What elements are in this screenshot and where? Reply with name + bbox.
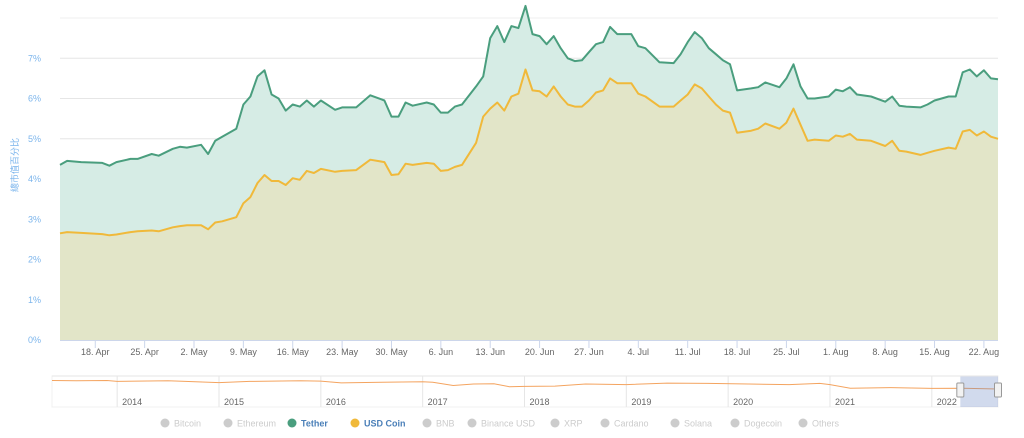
- legend-item-others[interactable]: Others: [798, 418, 840, 429]
- x-tick-label: 18. Apr: [81, 347, 110, 357]
- navigator-background: [51, 375, 999, 408]
- legend-item-binance-usd[interactable]: Binance USD: [467, 418, 536, 429]
- navigator-selection[interactable]: [960, 376, 998, 407]
- legend-marker-icon: [730, 418, 740, 428]
- x-tick-label: 27. Jun: [574, 347, 604, 357]
- x-tick-label: 16. May: [277, 347, 310, 357]
- legend-marker-icon: [350, 418, 360, 428]
- x-axis: 18. Apr 25. Apr 2. May 9. May 16. May 23. May…: [60, 340, 999, 357]
- y-tick-label: 5%: [28, 134, 41, 144]
- legend-label: XRP: [564, 419, 583, 429]
- navigator-year-label: 2019: [631, 397, 651, 407]
- navigator-year-label: 2016: [326, 397, 346, 407]
- y-tick-label: 2%: [28, 255, 41, 265]
- x-tick-label: 8. Aug: [872, 347, 898, 357]
- x-tick-label: 22. Aug: [969, 347, 1000, 357]
- y-tick-label: 1%: [28, 295, 41, 305]
- navigator-year-label: 2020: [733, 397, 753, 407]
- x-tick-label: 30. May: [375, 347, 408, 357]
- legend-marker-icon: [467, 418, 477, 428]
- y-tick-label: 6%: [28, 94, 41, 104]
- navigator-year-label: 2018: [529, 397, 549, 407]
- y-tick-label: 3%: [28, 214, 41, 224]
- legend-marker-icon: [550, 418, 560, 428]
- legend-item-cardano[interactable]: Cardano: [600, 418, 649, 429]
- legend-item-tether[interactable]: Tether: [287, 418, 329, 429]
- legend-label: BNB: [436, 419, 455, 429]
- x-tick-label: 1. Aug: [823, 347, 849, 357]
- legend-label: Tether: [301, 419, 328, 429]
- legend-marker-icon: [223, 418, 233, 428]
- legend-marker-icon: [422, 418, 432, 428]
- x-tick-label: 2. May: [180, 347, 208, 357]
- navigator-year-label: 2017: [428, 397, 448, 407]
- x-tick-label: 25. Jul: [773, 347, 800, 357]
- series-areas: [59, 4, 999, 341]
- y-tick-label: 4%: [28, 174, 41, 184]
- line-tether: [59, 4, 999, 167]
- navigator-handle-right[interactable]: [994, 382, 1002, 398]
- legend-item-bitcoin[interactable]: Bitcoin: [160, 418, 202, 429]
- legend-item-bnb[interactable]: BNB: [422, 418, 455, 429]
- x-tick-label: 11. Jul: [675, 347, 701, 357]
- y-tick-label: 0%: [28, 335, 41, 345]
- legend-marker-icon: [160, 418, 170, 428]
- legend-label: USD Coin: [364, 419, 406, 429]
- navigator[interactable]: 2014 2015 2016 2017 2018 2019 2020 2021 2022: [51, 375, 1002, 408]
- legend-item-solana[interactable]: Solana: [670, 418, 713, 429]
- legend: Bitcoin Ethereum Tether USD Coin BNB Binance …: [160, 418, 840, 429]
- legend-item-dogecoin[interactable]: Dogecoin: [730, 418, 783, 429]
- legend-marker-icon: [600, 418, 610, 428]
- navigator-year-label: 2021: [835, 397, 855, 407]
- legend-label: Solana: [684, 419, 712, 429]
- legend-marker-icon: [798, 418, 808, 428]
- navigator-year-label: 2022: [937, 397, 957, 407]
- legend-label: Others: [812, 419, 840, 429]
- legend-item-xrp[interactable]: XRP: [550, 418, 583, 429]
- x-tick-label: 6. Jun: [429, 347, 454, 357]
- x-tick-label: 9. May: [230, 347, 258, 357]
- x-tick-label: 15. Aug: [919, 347, 950, 357]
- area-usd-coin: [60, 69, 998, 340]
- navigator-series: [51, 379, 999, 390]
- y-axis-title: 總市值百分比: [9, 138, 20, 192]
- x-tick-label: 25. Apr: [130, 347, 159, 357]
- legend-item-ethereum[interactable]: Ethereum: [223, 418, 277, 429]
- x-tick-label: 18. Jul: [724, 347, 751, 357]
- y-axis: 0% 1% 2% 3% 4% 5% 6% 7%: [28, 53, 41, 345]
- x-tick-label: 23. May: [326, 347, 359, 357]
- line-usd-coin: [59, 68, 999, 237]
- legend-label: Binance USD: [481, 419, 536, 429]
- navigator-year-label: 2015: [224, 397, 244, 407]
- legend-label: Ethereum: [237, 419, 276, 429]
- x-tick-label: 20. Jun: [525, 347, 555, 357]
- x-tick-label: 4. Jul: [628, 347, 650, 357]
- legend-marker-icon: [287, 418, 297, 428]
- legend-marker-icon: [670, 418, 680, 428]
- x-tick-label: 13. Jun: [475, 347, 505, 357]
- legend-item-usd-coin[interactable]: USD Coin: [350, 418, 406, 429]
- y-tick-label: 7%: [28, 53, 41, 63]
- legend-label: Dogecoin: [744, 419, 782, 429]
- navigator-handle-left[interactable]: [956, 382, 965, 398]
- navigator-year-label: 2014: [122, 397, 142, 407]
- legend-label: Cardano: [614, 419, 649, 429]
- legend-label: Bitcoin: [174, 419, 201, 429]
